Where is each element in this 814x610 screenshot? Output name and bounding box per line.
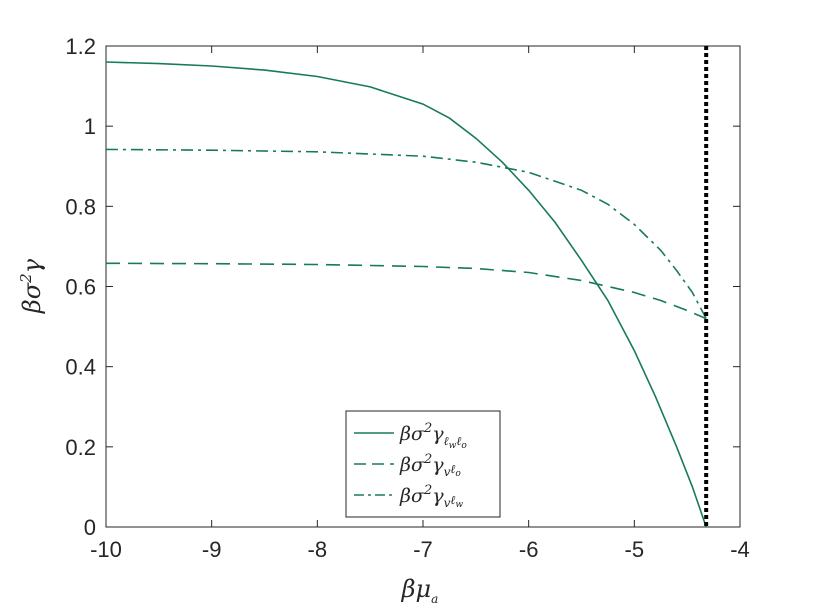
y-tick-label: 0.8 <box>65 194 96 219</box>
series-line-2 <box>105 262 707 320</box>
x-tick-label: -8 <box>308 537 328 562</box>
x-tick-label: -5 <box>625 537 645 562</box>
y-tick-label: 1 <box>84 114 96 139</box>
legend-box <box>345 410 501 518</box>
series-line-1 <box>105 61 707 528</box>
legend-entry-3: βσ2γvℓw <box>399 483 463 510</box>
x-tick-label: -4 <box>730 537 750 562</box>
y-tick-label: 0 <box>84 515 96 540</box>
y-tick-label: 0.6 <box>65 275 96 300</box>
y-tick-label: 1.2 <box>65 34 96 59</box>
series-layer <box>105 46 709 528</box>
series-line-3 <box>105 148 707 319</box>
x-tick-label: -7 <box>413 537 433 562</box>
x-tick-label: -10 <box>90 537 122 562</box>
x-tick-label: -6 <box>519 537 539 562</box>
y-tick-label: 0.2 <box>65 435 96 460</box>
x-tick-label: -9 <box>202 537 222 562</box>
x-axis-label: βμa <box>401 575 439 606</box>
legend-entry-2: βσ2γvℓo <box>399 452 461 479</box>
y-axis-label: βσ2γ <box>17 258 46 314</box>
y-tick-label: 0.4 <box>65 355 96 380</box>
legend-entry-1: βσ2γℓwℓo <box>399 421 467 451</box>
ticks-layer: -10 -9 -8 -7 -6 -5 -4 0 0.2 0.4 0.6 0.8 1 1.2 <box>65 34 749 562</box>
